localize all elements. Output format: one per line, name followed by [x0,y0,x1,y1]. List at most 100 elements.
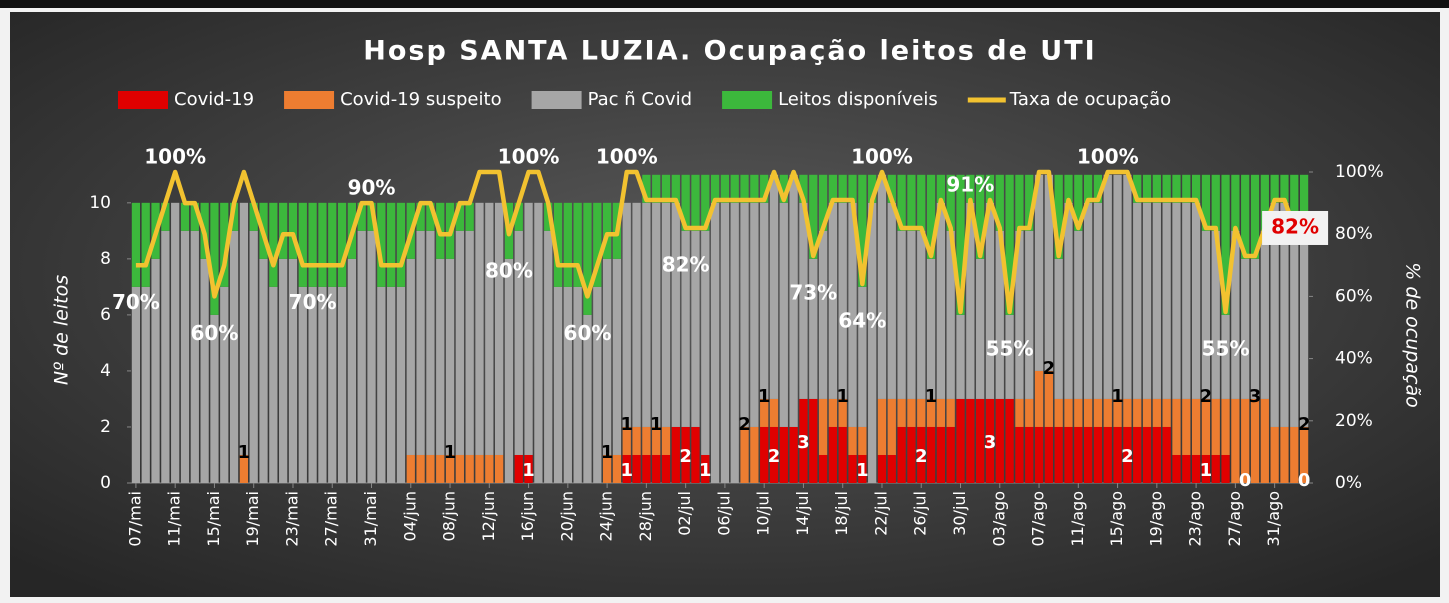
bar-segment [455,202,464,231]
bar-segment [416,230,425,455]
x-tick-label: 23/mai [282,491,301,547]
bar-segment [1172,454,1181,483]
x-tick-label: 11/mai [165,491,184,547]
bar-segment [966,174,975,203]
bar-segment [936,174,945,203]
bar-segment [691,174,700,231]
bar-segment [1270,174,1279,203]
bar-segment [1133,426,1142,483]
bar-segment [1054,258,1063,399]
x-tick-label: 27/ago [1225,491,1244,547]
bar-segment [318,286,327,483]
bar-segment [445,454,455,483]
bar-segment [887,174,896,203]
bar-segment [1191,454,1201,483]
bar-segment [279,202,288,259]
bar-label: 2 [679,446,692,467]
bar-segment [995,174,1004,231]
bar-segment [809,258,818,399]
bar-segment [907,230,916,399]
bar-segment [1064,398,1073,427]
bar-segment [661,202,671,427]
y2-tick-label: 80% [1335,224,1373,244]
bar-segment [1064,202,1073,399]
bar-segment [858,286,867,427]
bar-segment [239,202,249,455]
bar-segment [269,202,278,287]
bar-segment [622,202,631,427]
bar-segment [387,202,396,287]
rate-label: 64% [838,308,886,332]
bar-segment [1142,398,1152,427]
bar-segment [652,426,661,455]
rate-label: 82% [1271,214,1319,238]
bar-segment [622,426,631,455]
bar-segment [1025,230,1034,399]
bar-segment [1093,398,1103,427]
bar-segment [308,202,317,287]
bar-segment [141,286,150,483]
bar-segment [269,286,278,483]
bar-segment [691,426,700,483]
bar-segment [769,426,779,483]
bar-segment [1191,174,1201,203]
legend-swatch [531,91,582,109]
bar-segment [818,454,828,483]
bar-segment [1201,454,1211,483]
bar-segment [917,398,926,427]
bar-segment [210,314,219,483]
bar-segment [524,202,533,455]
bar-segment [602,454,612,483]
bar-segment [1074,230,1083,399]
legend-label: Taxa de ocupação [1009,89,1171,110]
bar-segment [328,286,337,483]
bar-segment [396,286,406,483]
y-tick-label: 0 [100,473,111,493]
bar-segment [976,174,985,259]
bar-label: 1 [650,414,663,435]
bar-segment [1290,230,1299,427]
bar-label: 1 [620,414,633,435]
bar-segment [337,202,347,287]
bar-segment [239,454,249,483]
bar-segment [966,398,975,483]
bar-segment [779,174,788,203]
x-tick-label: 14/jul [793,491,812,536]
bar-segment [652,174,661,203]
bar-segment [956,174,965,315]
x-tick-label: 18/jul [832,491,851,536]
bar-segment [838,174,847,203]
bar-segment [1211,230,1220,399]
y-axis-title: Nº de leitos [51,275,73,385]
bar-segment [288,202,298,259]
bar-segment [367,230,376,483]
bar-segment [1260,174,1269,231]
bar-segment [848,202,857,427]
bar-segment [563,286,572,483]
bar-segment [868,202,877,483]
x-tick-label: 16/jun [518,491,537,541]
bar-segment [828,174,838,203]
bar-segment [1172,174,1181,203]
bar-segment [946,398,955,427]
bar-segment [897,174,906,231]
bar-segment [1211,454,1220,483]
bar-segment [416,202,425,231]
bar-segment [1201,398,1211,455]
x-tick-label: 20/jun [557,491,576,541]
bar-segment [553,202,563,287]
bar-segment [1034,426,1044,483]
bar-segment [426,202,435,231]
bar-segment [1093,202,1103,399]
bar-segment [396,202,406,287]
bar-segment [593,286,602,483]
bar-segment [917,230,926,399]
bar-segment [387,286,396,483]
bar-segment [298,202,307,287]
bar-segment [976,398,985,483]
y2-tick-label: 40% [1335,349,1373,369]
bar-segment [1015,426,1024,483]
x-tick-label: 03/ago [989,491,1008,547]
y2-tick-label: 100% [1335,162,1384,182]
